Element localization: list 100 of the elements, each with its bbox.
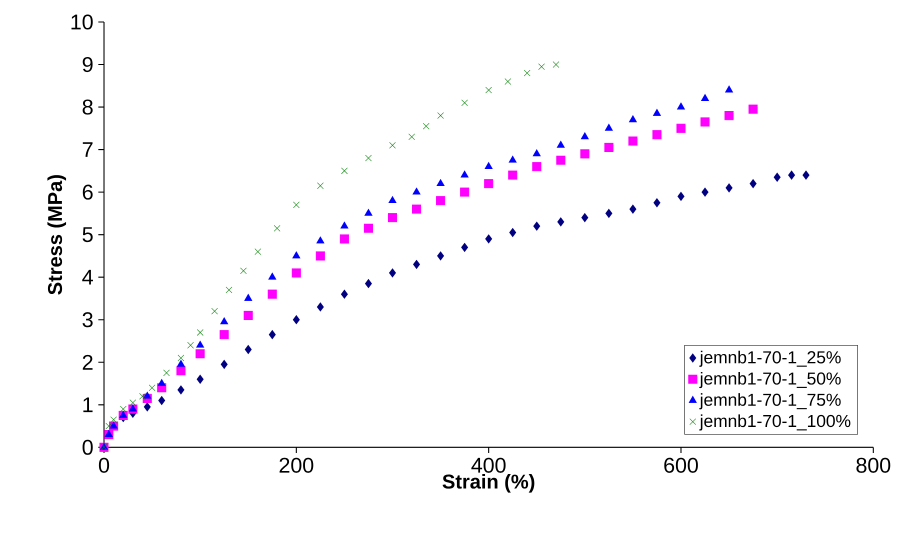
point — [177, 385, 184, 394]
point — [220, 317, 228, 324]
point — [292, 315, 300, 324]
point — [196, 340, 204, 348]
point — [244, 344, 252, 354]
point — [226, 286, 232, 294]
y-tick-label: 1 — [83, 397, 93, 412]
point — [509, 228, 516, 238]
point — [110, 416, 117, 423]
point — [532, 149, 541, 156]
point — [750, 179, 757, 188]
point — [726, 183, 733, 192]
point — [148, 384, 156, 392]
point — [413, 260, 420, 269]
point — [412, 204, 422, 214]
legend-label: jemnb1-70-1_100% — [699, 414, 850, 431]
point — [139, 392, 146, 400]
point — [364, 224, 373, 233]
point — [437, 251, 444, 260]
point — [436, 179, 445, 186]
point — [110, 422, 118, 428]
point — [725, 86, 734, 92]
y-axis-title: Stress (MPa) — [47, 175, 66, 295]
y-tick-label: 0 — [82, 440, 93, 455]
legend-label: jemnb1-70-1_75% — [699, 393, 841, 410]
point — [220, 360, 228, 369]
point — [484, 179, 494, 188]
point — [652, 130, 662, 140]
y-tick-label: 5 — [82, 227, 93, 242]
point — [700, 117, 710, 126]
point — [292, 251, 300, 258]
point — [724, 111, 734, 120]
x-tick-label: 0 — [98, 458, 110, 473]
y-tick-label: 3 — [82, 312, 93, 328]
point — [485, 234, 492, 244]
point — [508, 170, 518, 180]
point — [268, 290, 277, 299]
point — [196, 329, 204, 336]
x-tick-label: 400 — [471, 458, 506, 473]
point — [556, 140, 565, 148]
point — [388, 196, 396, 204]
point — [677, 102, 685, 110]
point — [653, 198, 660, 208]
point — [701, 94, 709, 101]
point — [364, 279, 372, 288]
point — [176, 366, 186, 376]
point — [604, 124, 613, 131]
point — [268, 272, 276, 280]
y-tick-label: 10 — [72, 14, 93, 30]
point — [389, 142, 396, 149]
point — [538, 63, 545, 70]
y-tick-label: 7 — [82, 142, 93, 157]
point — [163, 370, 170, 376]
point — [556, 156, 566, 165]
point — [504, 78, 512, 85]
point — [196, 349, 205, 358]
point — [484, 162, 493, 170]
point — [552, 61, 560, 68]
point — [788, 170, 796, 180]
point — [532, 162, 542, 172]
point — [244, 310, 253, 320]
point — [652, 108, 661, 116]
point — [144, 402, 151, 412]
point — [341, 168, 348, 174]
y-tick-label: 9 — [82, 56, 93, 72]
y-tick-label: 6 — [82, 184, 93, 200]
point — [460, 188, 470, 197]
point — [605, 208, 612, 218]
point — [220, 330, 229, 340]
point — [581, 213, 588, 222]
point — [254, 248, 262, 255]
x-tick-label: 800 — [856, 458, 890, 473]
point — [176, 360, 185, 367]
point — [580, 149, 590, 158]
point — [293, 202, 300, 208]
point — [106, 422, 112, 430]
y-tick-label: 8 — [82, 100, 93, 115]
point — [604, 142, 614, 152]
point — [292, 268, 301, 278]
point — [340, 290, 348, 299]
y-tick-label: 2 — [82, 354, 93, 370]
point — [316, 302, 324, 312]
point — [461, 100, 468, 106]
point — [143, 392, 152, 399]
point — [120, 406, 127, 412]
point — [508, 156, 517, 163]
legend-label: jemnb1-70-1_25% — [699, 350, 841, 367]
point — [422, 122, 430, 130]
point — [211, 308, 218, 315]
point — [196, 374, 204, 384]
x-axis-title: Strain (%) — [442, 474, 534, 493]
point — [158, 396, 166, 406]
point — [388, 213, 398, 222]
point — [158, 378, 166, 386]
point — [676, 124, 686, 133]
point — [408, 134, 416, 140]
point — [240, 268, 247, 274]
point — [316, 251, 325, 260]
point — [678, 192, 684, 201]
point — [436, 196, 446, 206]
